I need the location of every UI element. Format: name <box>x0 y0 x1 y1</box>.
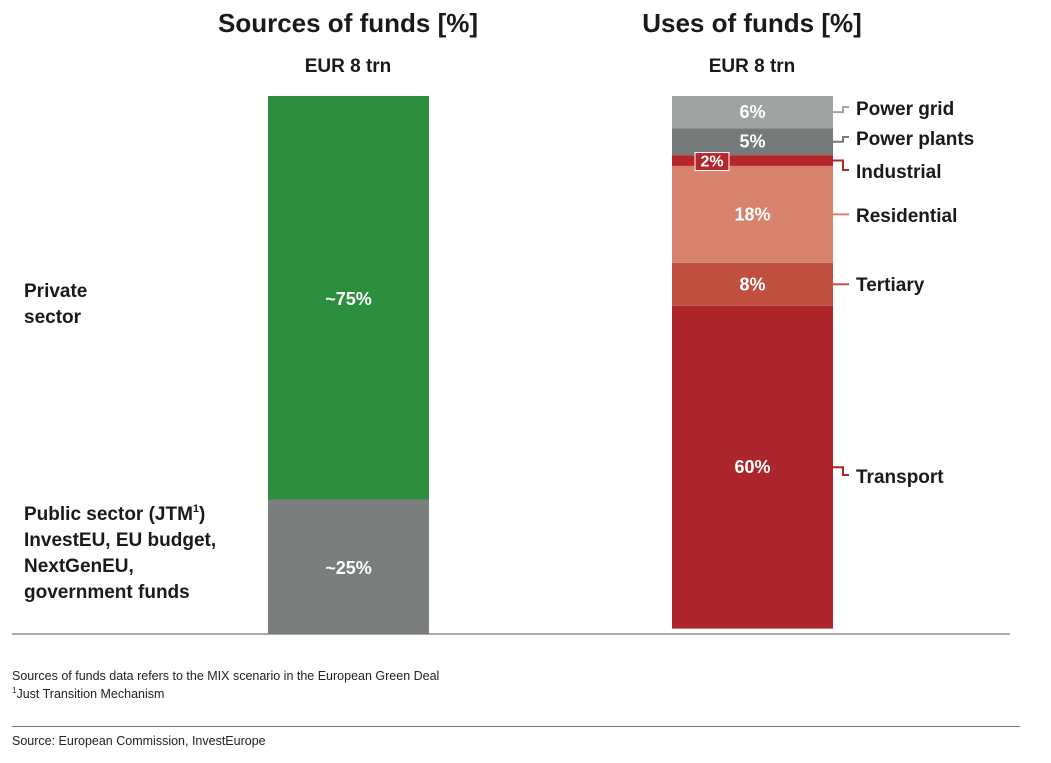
legend-power-plants: Power plants <box>856 129 974 150</box>
legend-power-grid: Power grid <box>856 99 954 120</box>
data-label-transport: 60% <box>734 457 770 477</box>
bar-segment-tertiary <box>672 262 833 306</box>
uses-subtitle: EUR 8 trn <box>709 56 796 77</box>
data-label-box-industrial <box>694 152 730 172</box>
bar-segment-transport <box>672 305 833 629</box>
leader-line-power-plants <box>833 136 849 143</box>
leader-line-transport <box>833 466 849 476</box>
data-label-power-grid: 6% <box>739 102 765 122</box>
legend-public-sector-jtm1-investeu-eu-budget-nextgeneu-government-funds: Public sector (JTM1) InvestEU, EU budget,… <box>24 503 216 603</box>
data-label-private-sector: ~75% <box>325 289 372 309</box>
legend-tertiary: Tertiary <box>856 275 925 296</box>
data-label-power-plants: 5% <box>739 132 765 152</box>
leader-line-industrial <box>833 159 849 171</box>
legend-private-sector: Private sector <box>24 281 87 328</box>
data-label-tertiary: 8% <box>739 274 765 294</box>
bar-segment-private-sector <box>268 96 429 500</box>
sources-title: Sources of funds [%] <box>218 8 478 38</box>
data-label-residential: 18% <box>734 204 770 224</box>
uses-title: Uses of funds [%] <box>642 8 862 38</box>
bar-segment-public-sector-jtm1-investeu-eu-budget-nextgeneu-government-funds <box>268 499 429 634</box>
sources-stack: ~75% ~25% <box>268 96 429 634</box>
source-note: Source: European Commission, InvestEurop… <box>12 734 266 748</box>
bar-segment-power-grid <box>672 96 833 129</box>
sources-legend: Private sector Public sector (JTM1) InvestE… <box>24 281 216 603</box>
uses-legend: Power grid Power plants Industrial Resident… <box>833 99 974 488</box>
footnote-jtm-text: Just Transition Mechanism <box>16 687 165 702</box>
legend-residential: Residential <box>856 206 957 227</box>
footnote-jtm: 1Just Transition Mechanism <box>12 686 164 701</box>
funds-chart: Sources of funds [%] EUR 8 trn Uses of f… <box>12 8 1010 635</box>
bar-segment-power-plants <box>672 128 833 156</box>
leader-line-power-grid <box>833 106 849 114</box>
bar-segment-residential <box>672 165 833 263</box>
bar-segment-industrial <box>672 155 833 166</box>
legend-transport: Transport <box>856 467 944 488</box>
footer-divider <box>12 726 1020 727</box>
uses-stack: 6% 5% 2% 18% 8% 60% <box>672 96 833 629</box>
data-label-industrial: 2% <box>700 154 723 171</box>
data-label-public-sector-jtm1-investeu-eu-budget-nextgeneu-government-funds: ~25% <box>325 558 372 578</box>
legend-industrial: Industrial <box>856 162 942 183</box>
footnote-scenario: Sources of funds data refers to the MIX … <box>12 669 440 683</box>
sources-subtitle: EUR 8 trn <box>305 56 392 77</box>
footnote-sup: 1 <box>12 686 17 695</box>
